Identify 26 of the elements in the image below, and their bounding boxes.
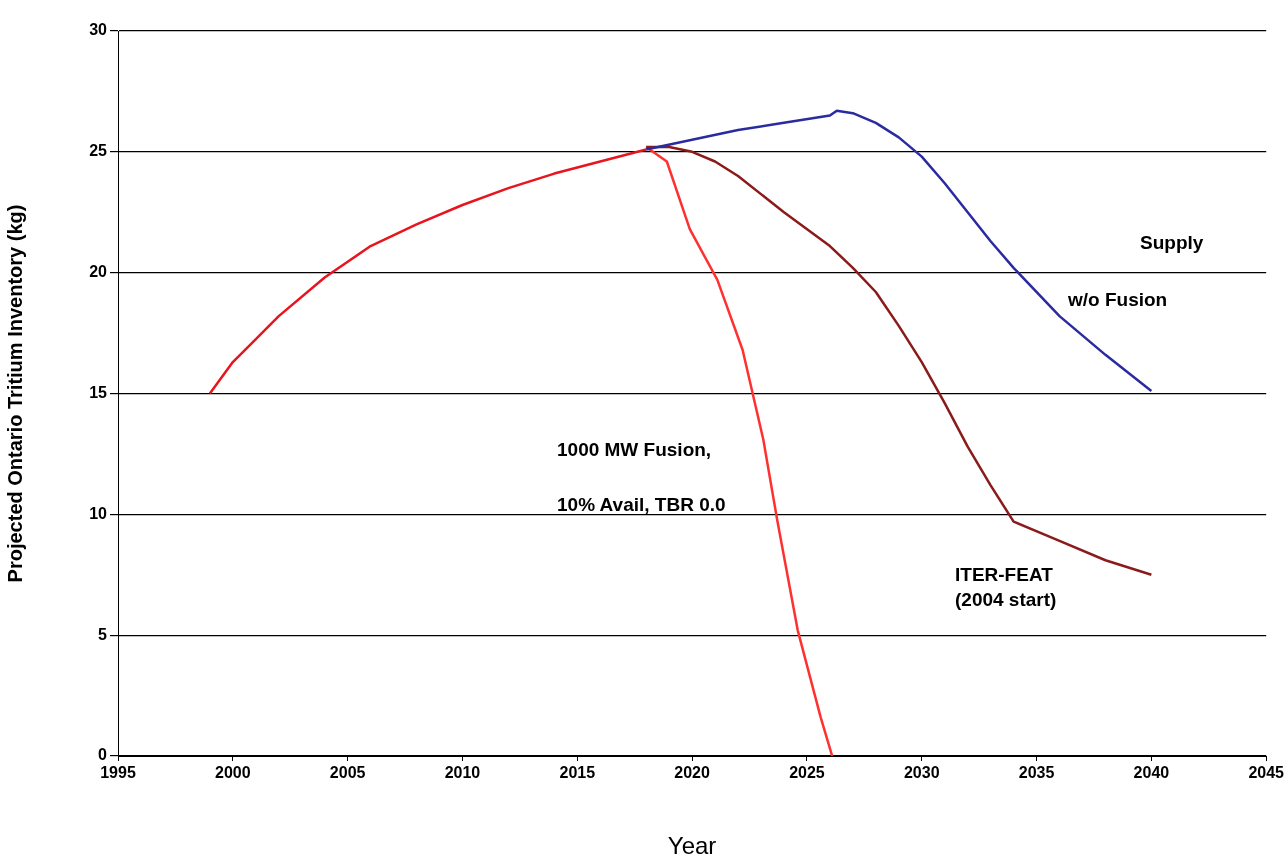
annotation: 10% Avail, TBR 0.0 (557, 494, 726, 516)
y-tick-label: 10 (89, 504, 108, 522)
annotation: Supply (1140, 232, 1204, 254)
annotation: (2004 start) (955, 589, 1057, 611)
annotation: w/o Fusion (1068, 289, 1168, 311)
x-tick-label: 2025 (789, 764, 825, 782)
x-tick-label: 2030 (903, 764, 940, 782)
y-tick-label: 20 (89, 263, 108, 281)
x-axis-title: Year (667, 832, 717, 860)
x-tick-label: 2020 (674, 764, 710, 782)
y-tick-label: 0 (98, 746, 108, 764)
x-tick-label: 2010 (444, 764, 481, 782)
y-tick-label: 15 (89, 383, 108, 401)
x-tick-label: 1995 (100, 764, 136, 782)
x-tick-label: 2005 (329, 764, 366, 782)
x-tick-label: 2035 (1018, 764, 1055, 782)
annotation: 1000 MW Fusion, (557, 439, 712, 461)
y-tick-label: 25 (89, 142, 108, 160)
y-tick-label: 30 (89, 21, 108, 39)
y-tick-label: 5 (98, 625, 108, 643)
y-axis-title: Projected Ontario Tritium Inventory (kg) (3, 204, 26, 583)
x-tick-label: 2015 (559, 764, 596, 782)
x-tick-label: 2040 (1133, 764, 1170, 782)
x-tick-label: 2045 (1248, 764, 1285, 782)
x-tick-label: 2000 (215, 764, 251, 782)
annotation: ITER-FEAT (955, 564, 1053, 586)
